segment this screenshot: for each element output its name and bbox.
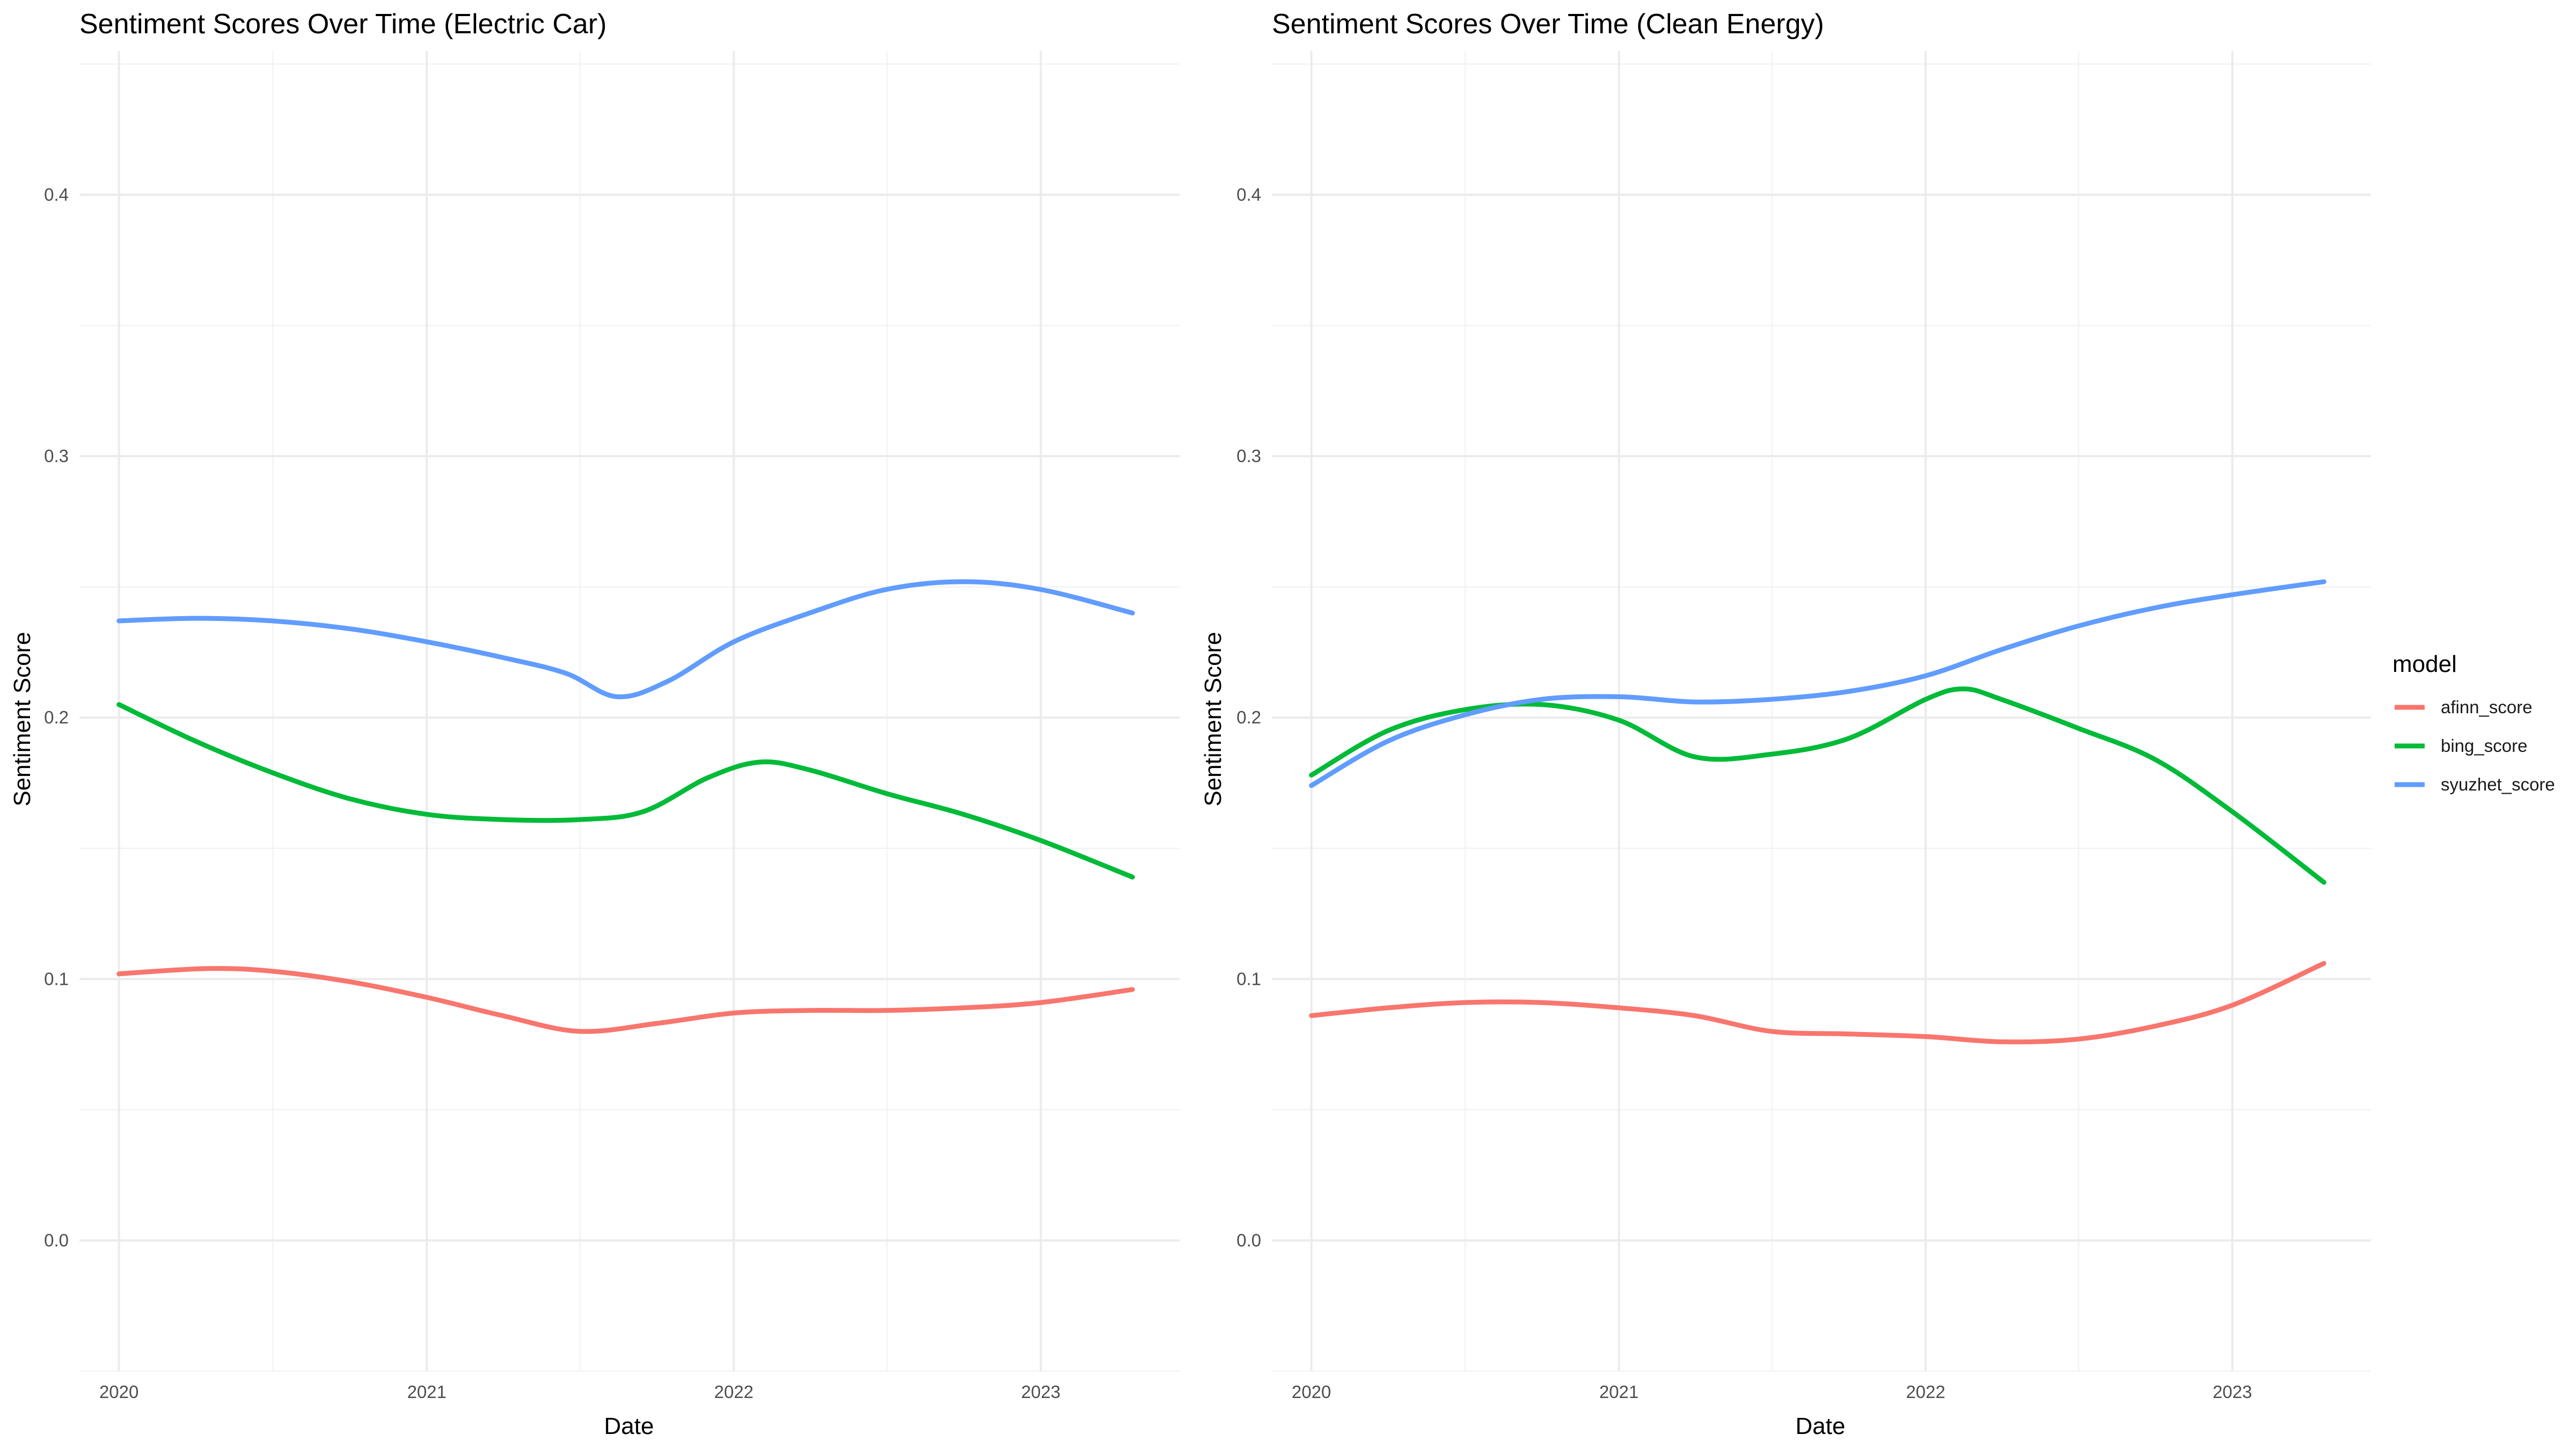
series-line-syuzhet-score — [1309, 579, 2326, 788]
legend-label-afinn-score: afinn_score — [2441, 697, 2533, 717]
panel-electric-car: Sentiment Scores Over Time (Electric Car… — [9, 9, 1180, 1439]
y-axis-title: Sentiment Score — [9, 632, 35, 806]
y-tick-label: 0.1 — [1236, 969, 1261, 989]
panel-title: Sentiment Scores Over Time (Clean Energy… — [1272, 9, 1824, 40]
x-tick-label: 2020 — [99, 1382, 138, 1402]
y-tick-label: 0.3 — [1236, 446, 1261, 466]
series-group — [116, 579, 1135, 1034]
y-tick-label: 0.0 — [44, 1230, 69, 1250]
series-line-bing-score — [116, 702, 1135, 880]
series-line-afinn-score — [116, 966, 1135, 1034]
series-line-bing-score — [1309, 686, 2326, 885]
x-tick-label: 2021 — [407, 1382, 447, 1402]
y-tick-label: 0.3 — [44, 446, 69, 466]
series-line-syuzhet-score — [116, 579, 1135, 699]
panel-title: Sentiment Scores Over Time (Electric Car… — [79, 9, 606, 40]
legend-label-syuzhet-score: syuzhet_score — [2441, 774, 2555, 794]
x-tick-label: 2023 — [2213, 1382, 2252, 1402]
x-tick-label: 2020 — [1292, 1382, 1331, 1402]
y-tick-label: 0.1 — [44, 969, 69, 989]
series-group — [1309, 579, 2326, 1044]
plot-grid — [79, 51, 1180, 1372]
legend-title: model — [2392, 651, 2457, 677]
panel-clean-energy: Sentiment Scores Over Time (Clean Energy… — [1200, 9, 2371, 1439]
x-tick-label: 2023 — [1021, 1382, 1060, 1402]
y-tick-label: 0.2 — [44, 707, 69, 727]
x-axis-title: Date — [604, 1413, 654, 1439]
y-axis-title: Sentiment Score — [1200, 632, 1226, 806]
y-tick-label: 0.4 — [44, 185, 69, 204]
y-tick-label: 0.0 — [1236, 1230, 1261, 1250]
x-tick-label: 2022 — [1906, 1382, 1945, 1402]
x-tick-labels: 2020 2021 2022 2023 — [99, 1382, 1060, 1402]
y-tick-labels: 0.0 0.1 0.2 0.3 0.4 — [44, 185, 69, 1250]
series-line-afinn-score — [1309, 961, 2326, 1044]
legend-label-bing-score: bing_score — [2441, 736, 2527, 756]
y-tick-label: 0.2 — [1236, 707, 1261, 727]
legend-items: afinn_score bing_score syuzhet_score — [2395, 697, 2555, 794]
x-tick-labels: 2020 2021 2022 2023 — [1292, 1382, 2252, 1402]
y-tick-labels: 0.0 0.1 0.2 0.3 0.4 — [1236, 185, 1261, 1250]
x-tick-label: 2022 — [714, 1382, 753, 1402]
y-tick-label: 0.4 — [1236, 185, 1261, 204]
x-tick-label: 2021 — [1599, 1382, 1638, 1402]
legend: model afinn_score bing_score syuzhet_score — [2392, 651, 2555, 794]
x-axis-title: Date — [1796, 1413, 1846, 1439]
